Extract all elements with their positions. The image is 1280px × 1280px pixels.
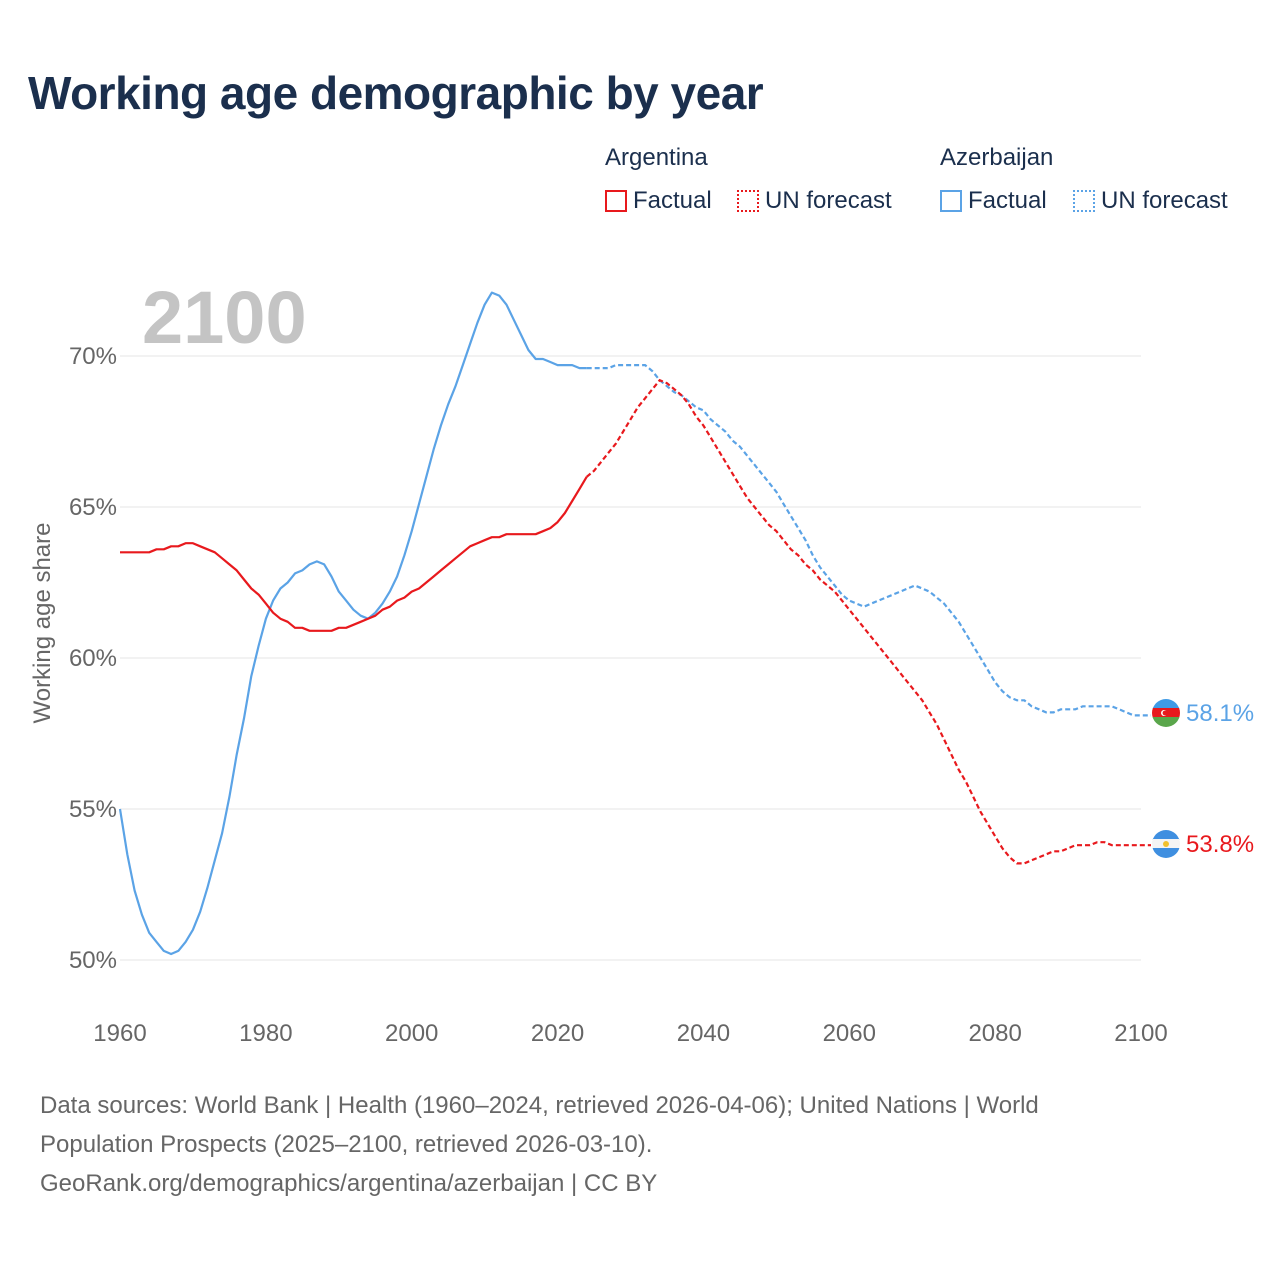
- legend-azerbaijan-forecast[interactable]: UN forecast: [1073, 186, 1228, 216]
- x-tick-label: 1980: [239, 1020, 292, 1047]
- grid-lines: [120, 355, 1141, 961]
- series-line-azerbaijan-forecast: [586, 364, 1151, 717]
- year-watermark: 2100: [142, 276, 307, 359]
- series-line-argentina-factual: [120, 476, 588, 632]
- legend-azerbaijan-factual[interactable]: Factual: [940, 186, 1047, 216]
- footer-line-2: Population Prospects (2025–2100, retriev…: [40, 1131, 653, 1158]
- end-value-label-argentina: 53.8%: [1186, 831, 1254, 858]
- legend-swatch-dotted-blue: [1073, 190, 1095, 212]
- legend-swatch-dotted-red: [737, 190, 759, 212]
- x-tick-label: 2100: [1114, 1020, 1167, 1047]
- x-tick-label: 2020: [531, 1020, 584, 1047]
- legend-group-argentina: Argentina: [605, 144, 708, 171]
- series-line-azerbaijan-factual: [118, 291, 587, 956]
- y-tick-label: 60%: [69, 645, 117, 672]
- x-tick-label: 2060: [823, 1020, 876, 1047]
- series-line-argentina-forecast: [586, 378, 1151, 865]
- legend-group-azerbaijan: Azerbaijan: [940, 144, 1054, 171]
- y-tick-label: 70%: [69, 343, 117, 370]
- y-tick-label: 50%: [69, 947, 117, 974]
- footer-line-1: Data sources: World Bank | Health (1960–…: [40, 1092, 1039, 1119]
- y-axis-label: Working age share: [29, 523, 56, 724]
- legend-swatch-solid-blue: [940, 190, 962, 212]
- x-tick-label: 1960: [93, 1020, 146, 1047]
- x-tick-labels: 1960 1980 2000 2020 2040 2060 2080 2100: [93, 1020, 1167, 1047]
- legend-azerbaijan-factual-label: Factual: [968, 187, 1047, 214]
- legend-argentina-forecast[interactable]: UN forecast: [737, 186, 892, 216]
- azerbaijan-flag-icon: [1152, 699, 1180, 727]
- y-tick-label: 65%: [69, 494, 117, 521]
- y-tick-label: 55%: [69, 796, 117, 823]
- series-layer: [118, 291, 1151, 956]
- legend-argentina-factual[interactable]: Factual: [605, 186, 712, 216]
- footer-sources: Data sources: World Bank | Health (1960–…: [40, 1086, 1220, 1203]
- x-tick-label: 2040: [677, 1020, 730, 1047]
- argentina-flag-icon: [1152, 830, 1180, 858]
- footer-line-3: GeoRank.org/demographics/argentina/azerb…: [40, 1170, 658, 1197]
- legend-argentina-forecast-label: UN forecast: [765, 187, 892, 214]
- legend-azerbaijan-forecast-label: UN forecast: [1101, 187, 1228, 214]
- end-value-label-azerbaijan: 58.1%: [1186, 700, 1254, 727]
- x-tick-label: 2000: [385, 1020, 438, 1047]
- legend-argentina-factual-label: Factual: [633, 187, 712, 214]
- chart-title: Working age demographic by year: [28, 67, 764, 119]
- x-tick-label: 2080: [968, 1020, 1021, 1047]
- y-tick-labels: 50% 55% 60% 65% 70%: [69, 343, 117, 974]
- legend-swatch-solid-red: [605, 190, 627, 212]
